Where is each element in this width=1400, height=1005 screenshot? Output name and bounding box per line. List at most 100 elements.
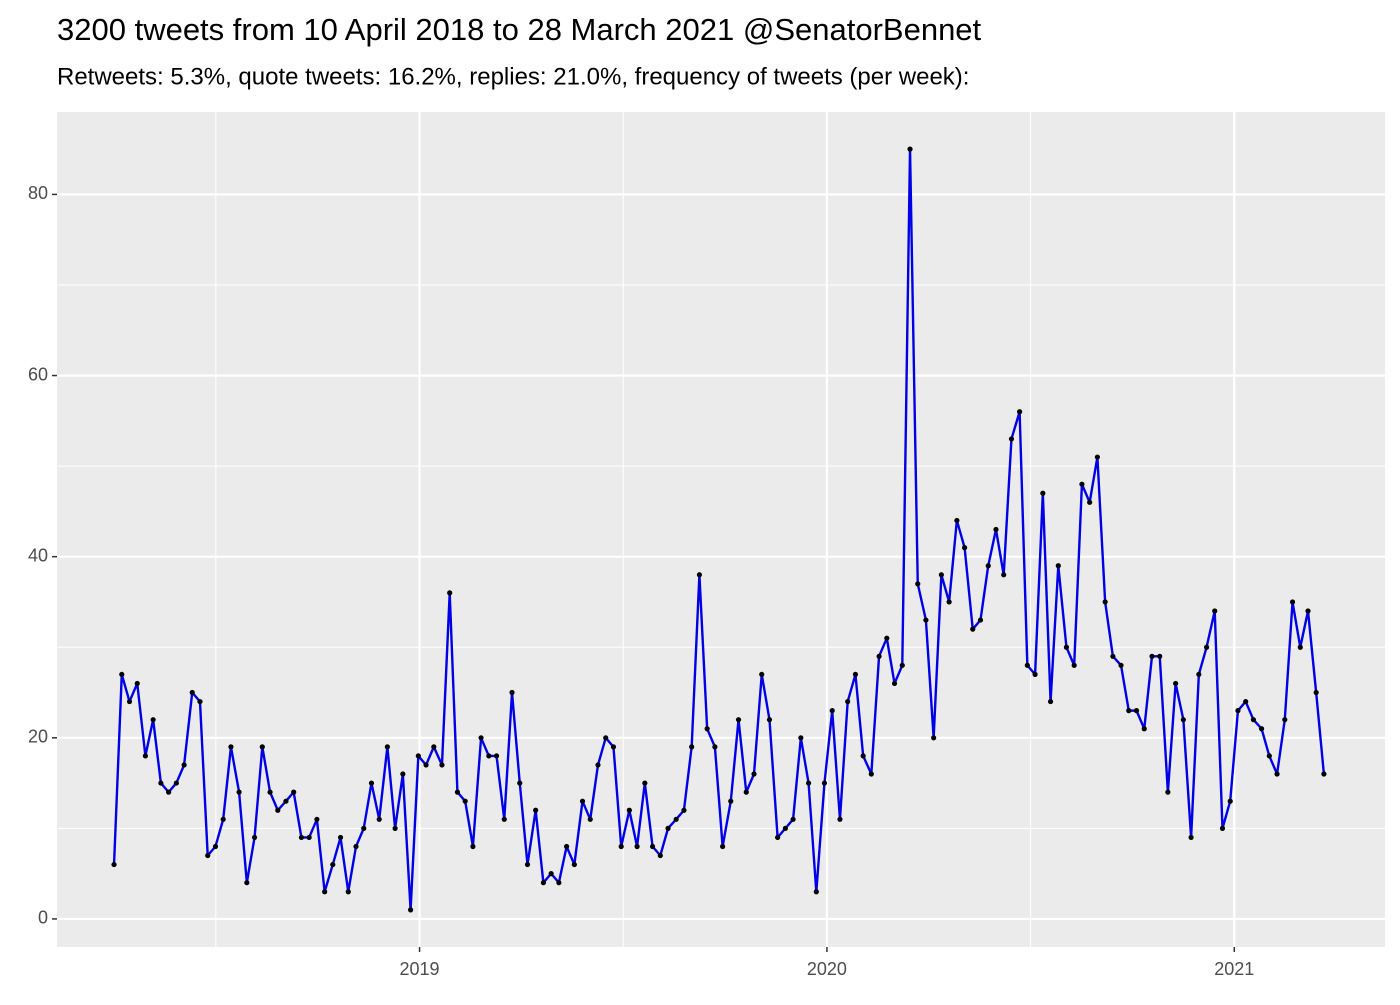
data-point <box>447 590 453 596</box>
data-point <box>720 843 726 850</box>
data-point <box>306 834 312 841</box>
data-point <box>423 762 429 768</box>
data-point <box>821 780 828 786</box>
data-point <box>1063 644 1070 650</box>
data-point <box>696 572 703 578</box>
data-point <box>376 816 382 822</box>
data-point <box>259 744 265 750</box>
data-point <box>876 653 882 659</box>
data-point <box>735 717 742 723</box>
data-point <box>415 753 421 759</box>
data-point <box>1149 653 1155 659</box>
data-point <box>1219 825 1226 831</box>
data-point <box>899 662 905 668</box>
data-point <box>322 889 328 895</box>
data-point <box>134 680 140 687</box>
y-tick-label: 0 <box>38 908 48 928</box>
data-point <box>524 861 531 868</box>
data-point <box>618 843 624 850</box>
data-point <box>1321 771 1327 777</box>
data-point <box>431 744 437 750</box>
data-point <box>493 753 500 759</box>
data-point <box>197 698 203 705</box>
data-point <box>517 780 523 786</box>
data-point <box>642 780 648 786</box>
data-point <box>150 717 156 723</box>
data-point <box>1180 717 1186 723</box>
data-point <box>891 680 898 687</box>
chart-subtitle: Retweets: 5.3%, quote tweets: 16.2%, rep… <box>57 63 969 90</box>
data-point <box>478 735 484 741</box>
data-point <box>1173 680 1179 687</box>
data-point <box>384 744 390 750</box>
data-point <box>1141 726 1147 732</box>
data-point <box>1266 753 1272 759</box>
data-point <box>829 708 835 714</box>
data-point <box>1203 644 1210 650</box>
data-point <box>509 689 515 696</box>
data-point <box>1305 608 1311 614</box>
data-point <box>298 834 305 841</box>
data-point <box>173 780 179 786</box>
data-point <box>681 807 687 813</box>
data-point <box>962 545 968 551</box>
data-point <box>439 762 445 768</box>
data-point <box>353 843 359 850</box>
data-point <box>766 717 773 723</box>
data-point <box>1024 662 1030 668</box>
data-point <box>1071 662 1077 668</box>
data-point <box>1282 717 1288 723</box>
data-point <box>158 780 164 786</box>
data-point <box>454 789 461 795</box>
data-point <box>142 753 148 759</box>
data-point <box>228 744 234 750</box>
data-point <box>798 735 804 741</box>
data-point <box>166 789 172 795</box>
data-point <box>1297 644 1303 650</box>
data-point <box>1250 717 1257 723</box>
data-point <box>556 880 562 886</box>
data-point <box>275 807 281 813</box>
data-point <box>634 843 640 850</box>
data-point <box>1165 789 1171 795</box>
data-point <box>884 635 890 641</box>
data-point <box>1032 671 1038 678</box>
data-point <box>993 526 999 533</box>
data-point <box>813 889 819 895</box>
y-tick-label: 40 <box>28 545 48 565</box>
data-line <box>112 147 1326 912</box>
data-point <box>361 825 367 831</box>
data-point <box>712 744 718 750</box>
data-point <box>759 671 765 678</box>
data-point <box>977 617 984 623</box>
data-point <box>189 689 195 696</box>
data-point <box>462 798 468 804</box>
data-point <box>689 744 695 750</box>
data-point <box>571 861 577 868</box>
data-point <box>1313 689 1319 696</box>
data-point <box>1094 454 1101 460</box>
data-point <box>868 771 874 777</box>
data-point <box>1055 563 1061 569</box>
data-point <box>1040 490 1046 496</box>
x-tick-label: 2021 <box>1214 959 1254 979</box>
data-point <box>1102 599 1108 605</box>
data-point <box>907 146 913 152</box>
data-point <box>1258 726 1265 732</box>
data-point <box>548 871 554 877</box>
data-point <box>938 572 944 578</box>
data-point <box>954 517 960 524</box>
data-point <box>649 843 656 850</box>
data-point <box>946 599 952 605</box>
y-tick-label: 20 <box>28 727 48 747</box>
data-point <box>283 798 289 804</box>
data-point <box>915 581 921 587</box>
chart-title: 3200 tweets from 10 April 2018 to 28 Mar… <box>57 12 982 47</box>
data-point <box>486 753 492 759</box>
data-point <box>1235 708 1241 714</box>
y-tick-label: 60 <box>28 364 48 384</box>
data-point <box>126 698 133 705</box>
data-point <box>330 861 336 868</box>
data-point <box>501 816 507 822</box>
